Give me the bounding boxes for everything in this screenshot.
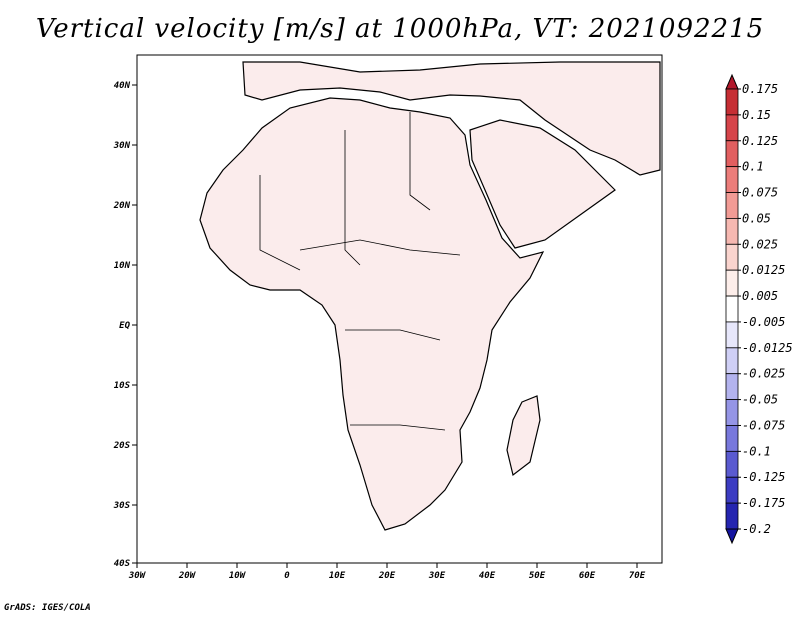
- colorbar-label: 0.075: [742, 186, 778, 200]
- colorbar-box: [725, 88, 739, 116]
- lat-tick-label: 40S: [114, 559, 131, 569]
- colorbar-box: [725, 502, 739, 530]
- colorbar-box: [725, 114, 739, 142]
- colorbar-box: [725, 218, 739, 245]
- lat-tick-label: 20N: [113, 201, 131, 211]
- colorbar-label: -0.175: [742, 496, 785, 510]
- africa-outline: [199, 97, 545, 531]
- colorbar-box: [725, 347, 739, 375]
- colorbar-label: -0.1: [742, 444, 771, 458]
- lon-tick-label: 10E: [329, 571, 346, 581]
- colorbar-box: [725, 166, 739, 193]
- colorbar-box: [725, 295, 739, 323]
- lon-tick-label: 30W: [128, 571, 147, 581]
- lon-tick-label: 0: [284, 571, 290, 581]
- colorbar-label: 0.175: [742, 82, 778, 96]
- colorbar: 0.175 0.15 0.125 0.1 0.075 0.05 0.025 0.0125 0.0…: [725, 73, 793, 545]
- lat-tick-label: 20S: [113, 441, 131, 451]
- lon-tick-label: 20W: [178, 571, 197, 581]
- lat-tick-label: 10N: [114, 261, 131, 271]
- colorbar-box: [725, 399, 739, 426]
- lon-tick-label: 60E: [579, 571, 596, 581]
- longitude-axis: 30W 20W 10W 0 10E 20E 30E 40E 50E 60E 70E: [128, 563, 646, 581]
- colorbar-label: -0.005: [742, 315, 785, 329]
- colorbar-label: 0.005: [742, 289, 778, 303]
- colorbar-box: [725, 476, 739, 504]
- colorbar-box: [725, 140, 739, 168]
- colorbar-label: 0.1: [742, 160, 764, 174]
- colorbar-box: [725, 243, 739, 271]
- madagascar-outline: [506, 395, 541, 477]
- chart-title: Vertical velocity [m/s] at 1000hPa, VT: …: [35, 14, 765, 44]
- coastlines: [199, 61, 661, 531]
- lon-tick-label: 30E: [428, 571, 446, 581]
- lon-tick-label: 20E: [378, 571, 396, 581]
- colorbar-label: 0.15: [742, 108, 771, 122]
- lat-tick-label: 40N: [114, 81, 131, 91]
- colorbar-label: -0.0125: [742, 341, 793, 355]
- lon-tick-label: 50E: [529, 571, 546, 581]
- colorbar-box: [725, 269, 739, 297]
- lat-tick-label: 30S: [113, 501, 131, 511]
- colorbar-label: 0.025: [742, 237, 778, 251]
- latitude-axis: 40N 30N 20N 10N EQ 10S 20S 30S 40S: [113, 81, 137, 569]
- colorbar-label: -0.05: [742, 393, 778, 407]
- colorbar-label: -0.075: [742, 418, 785, 432]
- lon-tick-label: 10W: [229, 571, 247, 581]
- colorbar-label: 0.05: [742, 211, 771, 225]
- lat-tick-label: 10S: [114, 381, 131, 391]
- colorbar-label: -0.025: [742, 367, 785, 381]
- colorbar-label: 0.125: [742, 134, 778, 148]
- footer-credit: GrADS: IGES/COLA: [4, 603, 91, 613]
- colorbar-box: [725, 373, 739, 400]
- colorbar-box: [725, 425, 739, 452]
- colorbar-box: [725, 450, 739, 478]
- colorbar-label: -0.2: [742, 522, 771, 536]
- colorbar-bottom-arrow: [725, 528, 739, 545]
- lat-tick-label: EQ: [119, 321, 130, 331]
- country-borders: [259, 112, 461, 431]
- colorbar-label: -0.125: [742, 470, 785, 484]
- lon-tick-label: 70E: [629, 571, 646, 581]
- eurasia-outline: [242, 61, 661, 176]
- colorbar-label: 0.0125: [742, 263, 785, 277]
- arabia-outline: [469, 119, 616, 249]
- colorbar-top-arrow: [725, 73, 739, 90]
- colorbar-box: [725, 321, 739, 349]
- colorbar-box: [725, 192, 739, 219]
- lat-tick-label: 30N: [113, 141, 131, 151]
- lon-tick-label: 40E: [479, 571, 496, 581]
